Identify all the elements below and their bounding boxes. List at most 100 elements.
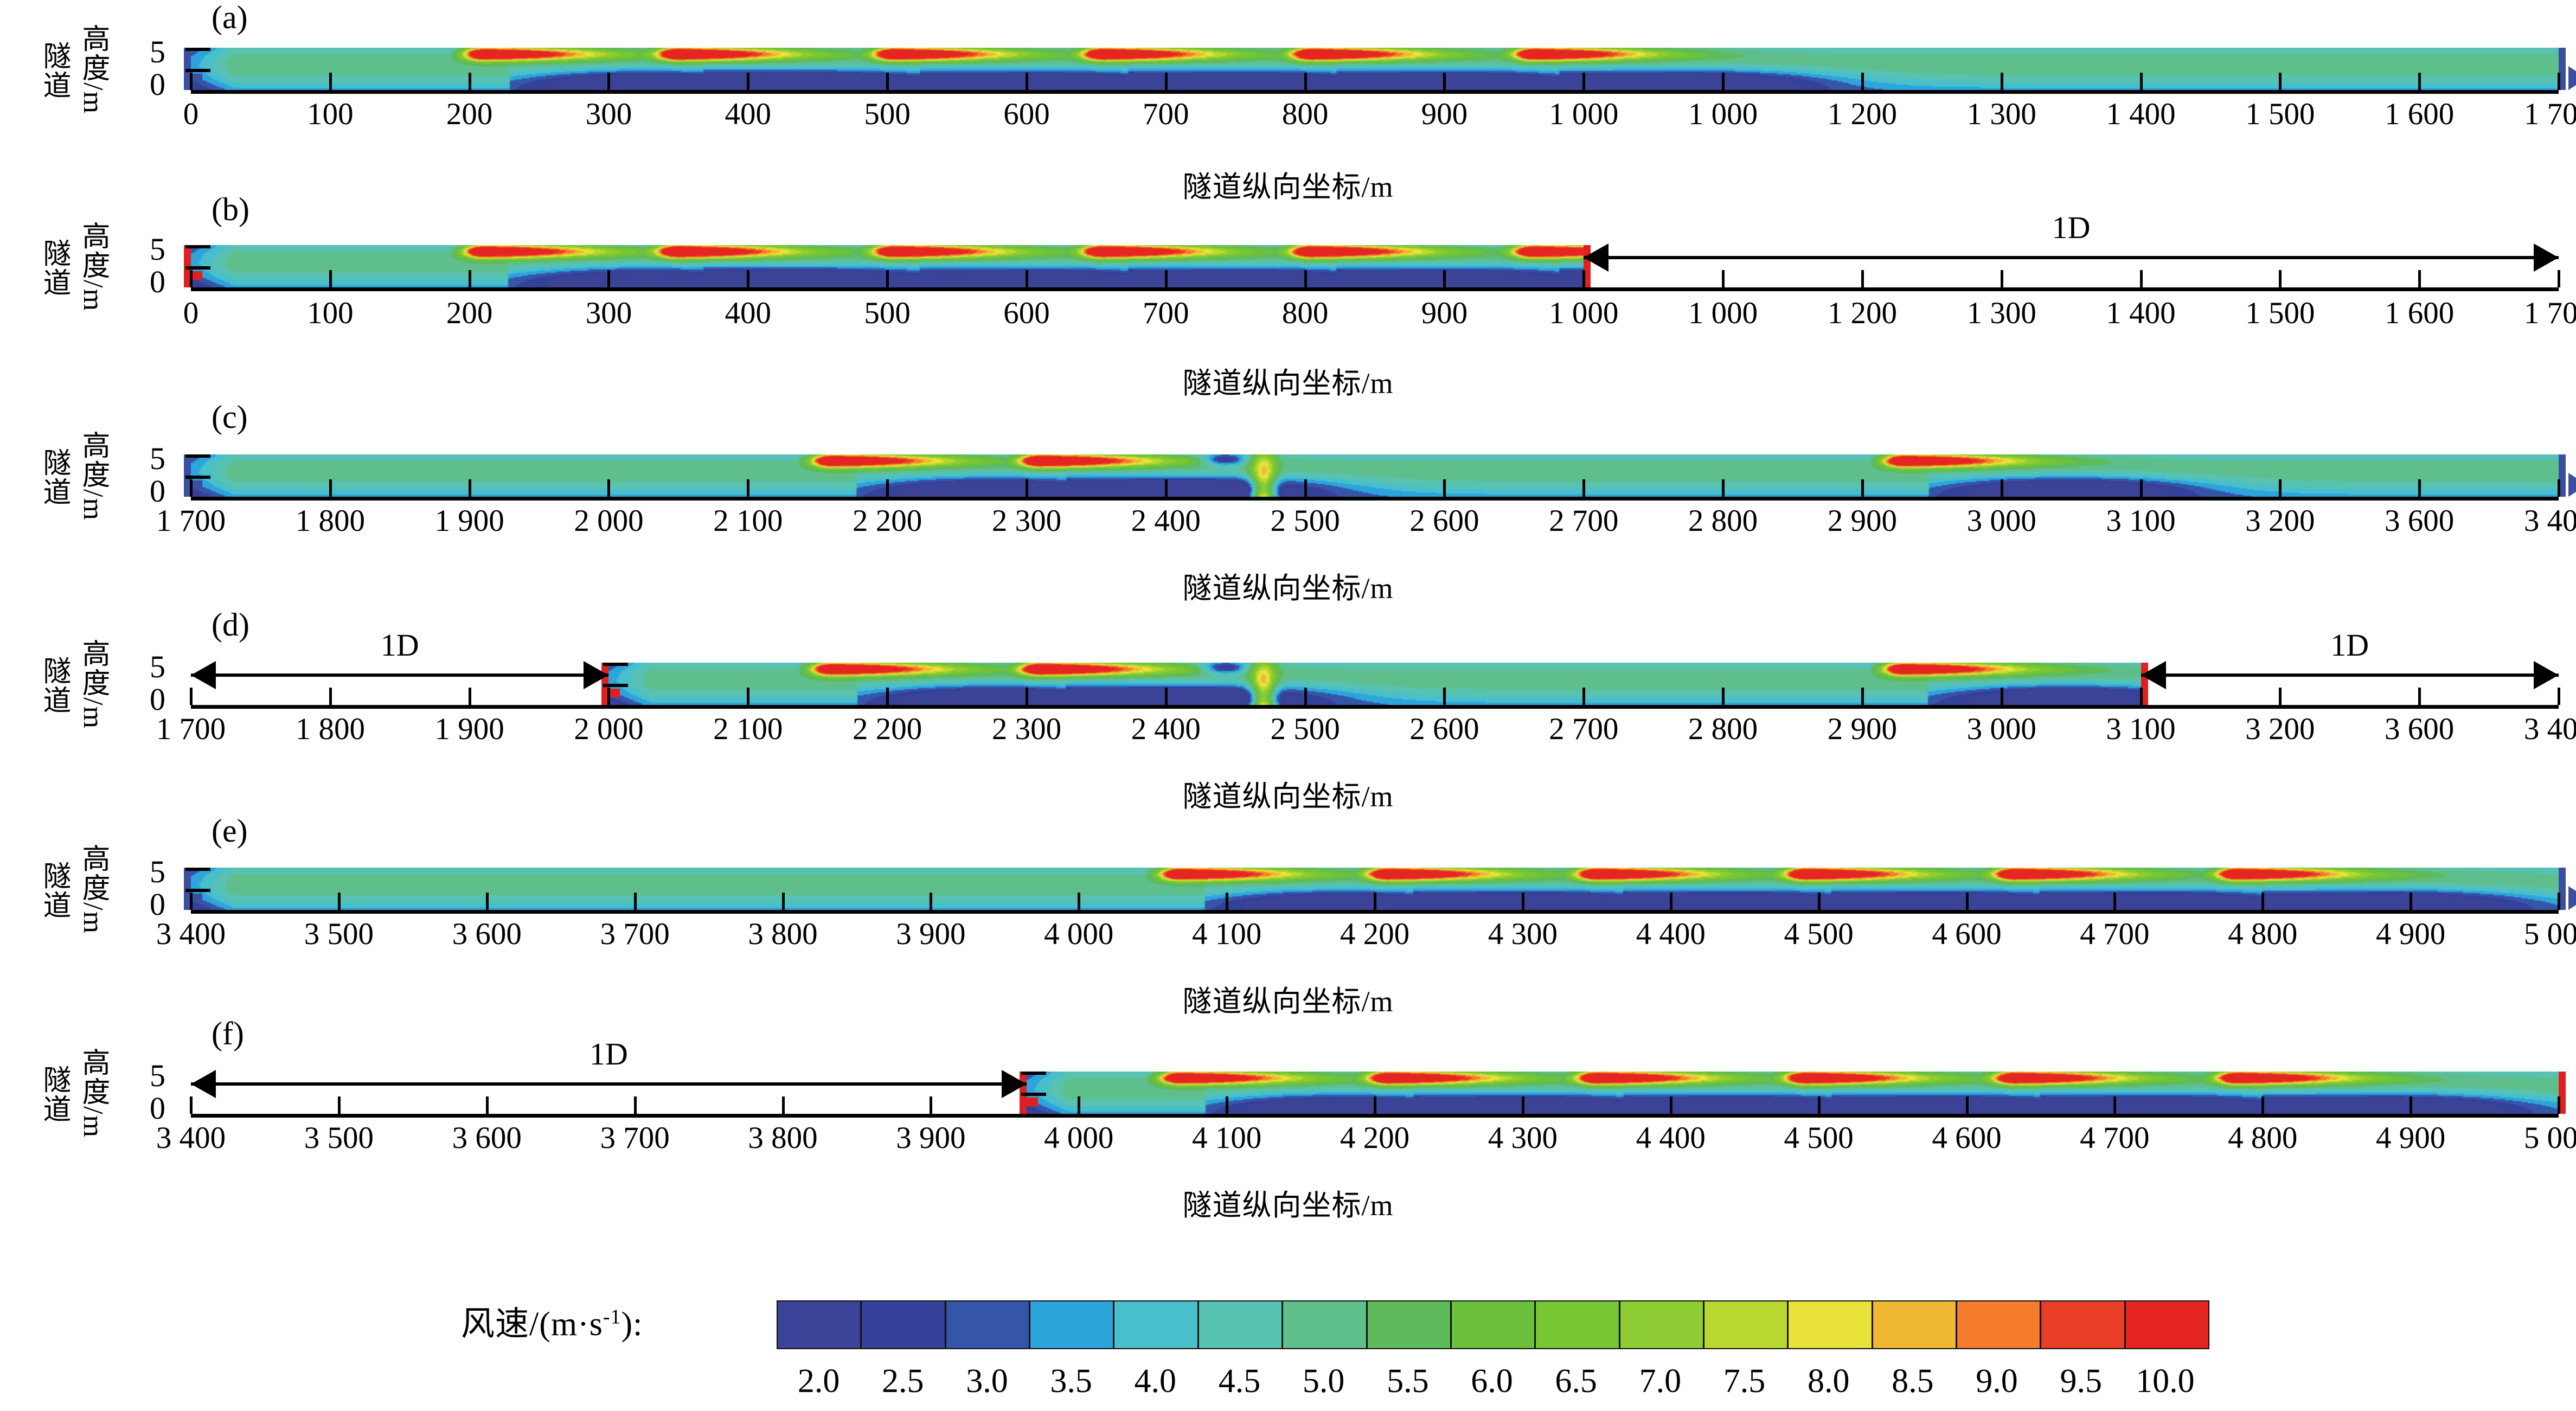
x-tick-label: 2 400 [1131,712,1201,746]
x-tick-label: 500 [864,296,911,330]
x-axis-line [191,287,2559,291]
tunnel-outlet-marker [2559,1072,2566,1114]
x-tick-mark [1861,73,1864,90]
x-tick-label: 1 400 [2106,97,2176,131]
x-tick-label: 3 900 [896,1121,966,1155]
x-tick-label: 4 700 [2080,1121,2150,1155]
x-tick-label: 4 600 [1932,1121,2002,1155]
x-tick-label: 1 000 [1549,97,1619,131]
x-tick-mark [930,1096,933,1114]
x-tick-label: 1 700 [2523,296,2576,330]
x-tick-label: 1 700 [156,712,226,746]
x-tick-mark [2279,688,2282,705]
x-tick-label: 2 000 [574,504,644,538]
colorbar-segment [778,1301,862,1348]
x-tick-labels: 3 400 3 500 3 600 3 700 3 800 3 900 4 000 4 100… [0,916,2576,954]
x-tick-mark [1304,73,1307,90]
y-axis-label-line1: 隧道 [39,656,69,715]
x-tick-label: 3 700 [600,1121,670,1155]
panel-label: (d) [212,607,249,643]
y-tick-mark [185,476,210,479]
x-axis-title: 隧道纵向坐标/m [1182,985,1394,1018]
x-axis-line [191,1114,2559,1118]
x-tick-label: 3 100 [2106,712,2176,746]
x-tick-label: 5 000 [2523,917,2576,951]
x-tick-label: 3 700 [600,917,670,951]
y-tick-5: 5 [150,232,165,267]
x-tick-label: 2 900 [1827,712,1897,746]
colorbar-segment [1030,1301,1115,1348]
colorbar-tick-label: 2.0 [797,1363,840,1400]
x-tick-mark [1669,893,1673,910]
x-tick-mark [886,73,889,90]
x-tick-mark [1164,479,1168,497]
x-tick-mark [329,688,332,705]
arrow-left-icon [191,661,216,690]
x-tick-label: 900 [1421,296,1468,330]
y-tick-mark [185,48,210,51]
x-tick-label: 2 300 [991,504,1062,538]
arrow-left-icon [1584,243,1609,272]
x-tick-label: 900 [1421,97,1468,131]
x-tick-label: 1 600 [2385,97,2455,131]
x-tick-mark [468,73,471,90]
x-tick-label: 1 900 [434,712,504,746]
colorbar-tick-label: 9.0 [1976,1363,2018,1400]
x-tick-mark [1374,893,1376,910]
x-tick-mark [886,688,889,705]
colorbar-tick-label: 4.0 [1134,1363,1177,1400]
dimension-label: 1D [2330,627,2369,663]
colorbar-tick-label: 8.0 [1807,1363,1850,1400]
dimension-label: 1D [2052,210,2091,246]
x-tick-label: 2 900 [1827,504,1897,538]
x-tick-mark [1078,1096,1081,1114]
y-tick-mark [185,454,210,458]
colorbar-segment [2041,1301,2126,1348]
x-axis-line [191,910,2559,914]
x-tick-mark [1521,1096,1524,1114]
x-tick-mark [2000,688,2003,705]
x-tick-mark [2558,479,2560,497]
x-tick-mark [781,893,785,910]
x-tick-label: 4 100 [1192,917,1262,951]
colorbar-gradient [777,1300,2209,1349]
colorbar-tick-label: 5.0 [1302,1363,1345,1400]
x-tick-mark [2279,73,2282,90]
x-tick-mark [329,270,332,287]
x-tick-mark [781,1096,785,1114]
x-tick-label: 1 900 [434,504,504,538]
x-tick-label: 2 300 [991,712,1062,746]
x-tick-mark [2113,893,2117,910]
outflow-arrow-icon [2568,473,2576,497]
x-tick-mark [2418,73,2421,90]
x-tick-mark [1722,73,1725,90]
x-tick-mark [747,688,750,705]
x-tick-mark [1304,688,1307,705]
y-tick-0: 0 [150,887,165,922]
x-tick-label: 1 500 [2245,296,2315,330]
x-tick-mark [2418,479,2421,497]
x-tick-label: 1 700 [156,504,226,538]
x-tick-mark [1817,1096,1821,1114]
y-axis-label-line1: 隧道 [39,448,69,506]
colorbar-tick-label: 7.0 [1639,1363,1682,1400]
x-tick-label: 5 000 [2523,1121,2576,1155]
x-tick-label: 2 500 [1270,712,1340,746]
x-tick-label: 4 300 [1488,917,1558,951]
y-axis-label-line2: 高度/m [78,23,108,114]
x-tick-label: 3 000 [1966,712,2036,746]
x-tick-mark [747,479,750,497]
x-tick-mark [468,270,471,287]
x-tick-label: 400 [725,296,772,330]
colorbar-tick-label: 2.5 [882,1363,924,1400]
x-tick-label: 300 [585,296,632,330]
x-tick-mark [190,1096,193,1114]
x-tick-mark [2000,479,2003,497]
x-tick-label: 4 400 [1636,917,1706,951]
x-tick-label: 1 400 [2106,296,2176,330]
y-axis-label-line1: 隧道 [39,1065,69,1124]
x-axis-line [191,705,2559,709]
x-tick-mark [1722,688,1725,705]
x-tick-mark [1025,479,1028,497]
arrow-left-icon [191,1070,216,1099]
